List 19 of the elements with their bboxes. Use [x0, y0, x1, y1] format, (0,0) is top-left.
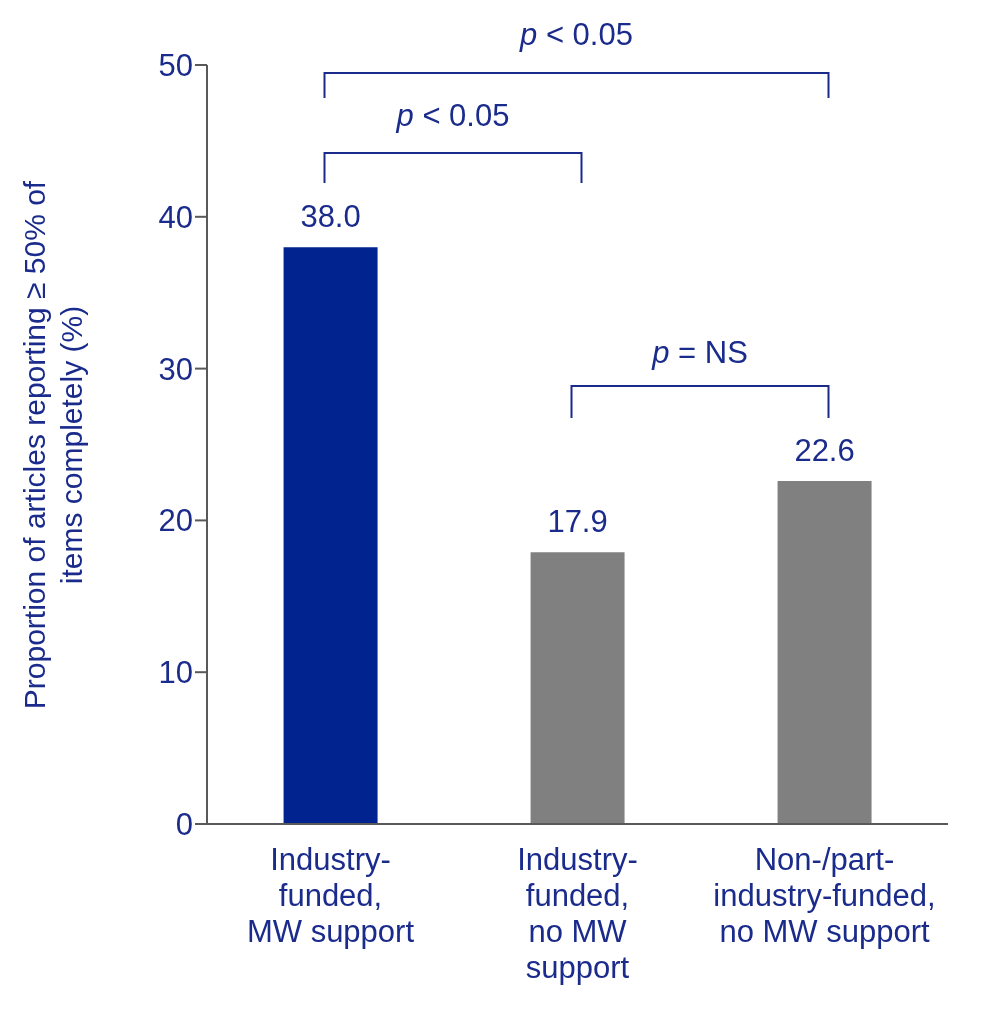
y-tick-label: 0 [175, 807, 193, 843]
y-tick-label: 10 [158, 655, 193, 691]
bar [530, 552, 625, 824]
y-tick-label: 50 [158, 48, 193, 83]
data-label: 17.9 [547, 504, 608, 540]
annotation: p = NS [651, 335, 748, 370]
y-tick-label: 40 [158, 199, 193, 235]
annotation: p < 0.05 [395, 98, 510, 133]
data-label: 22.6 [794, 432, 855, 468]
x-tick-label: Industry- funded, no MW support [517, 842, 638, 985]
bar [283, 247, 378, 824]
y-tick-label: 30 [158, 351, 193, 387]
y-axis-title: Proportion of articles reporting ≥ 50% of items completely (%) [17, 179, 89, 711]
y-tick-label: 20 [158, 503, 193, 539]
bar [777, 480, 872, 824]
x-tick-label: Industry- funded, MW support [246, 842, 415, 949]
data-label: 38.0 [300, 199, 361, 235]
text: p < 0.05 [519, 17, 633, 52]
x-tick-label: Non-/part- industry-funded, no MW support [713, 842, 936, 949]
